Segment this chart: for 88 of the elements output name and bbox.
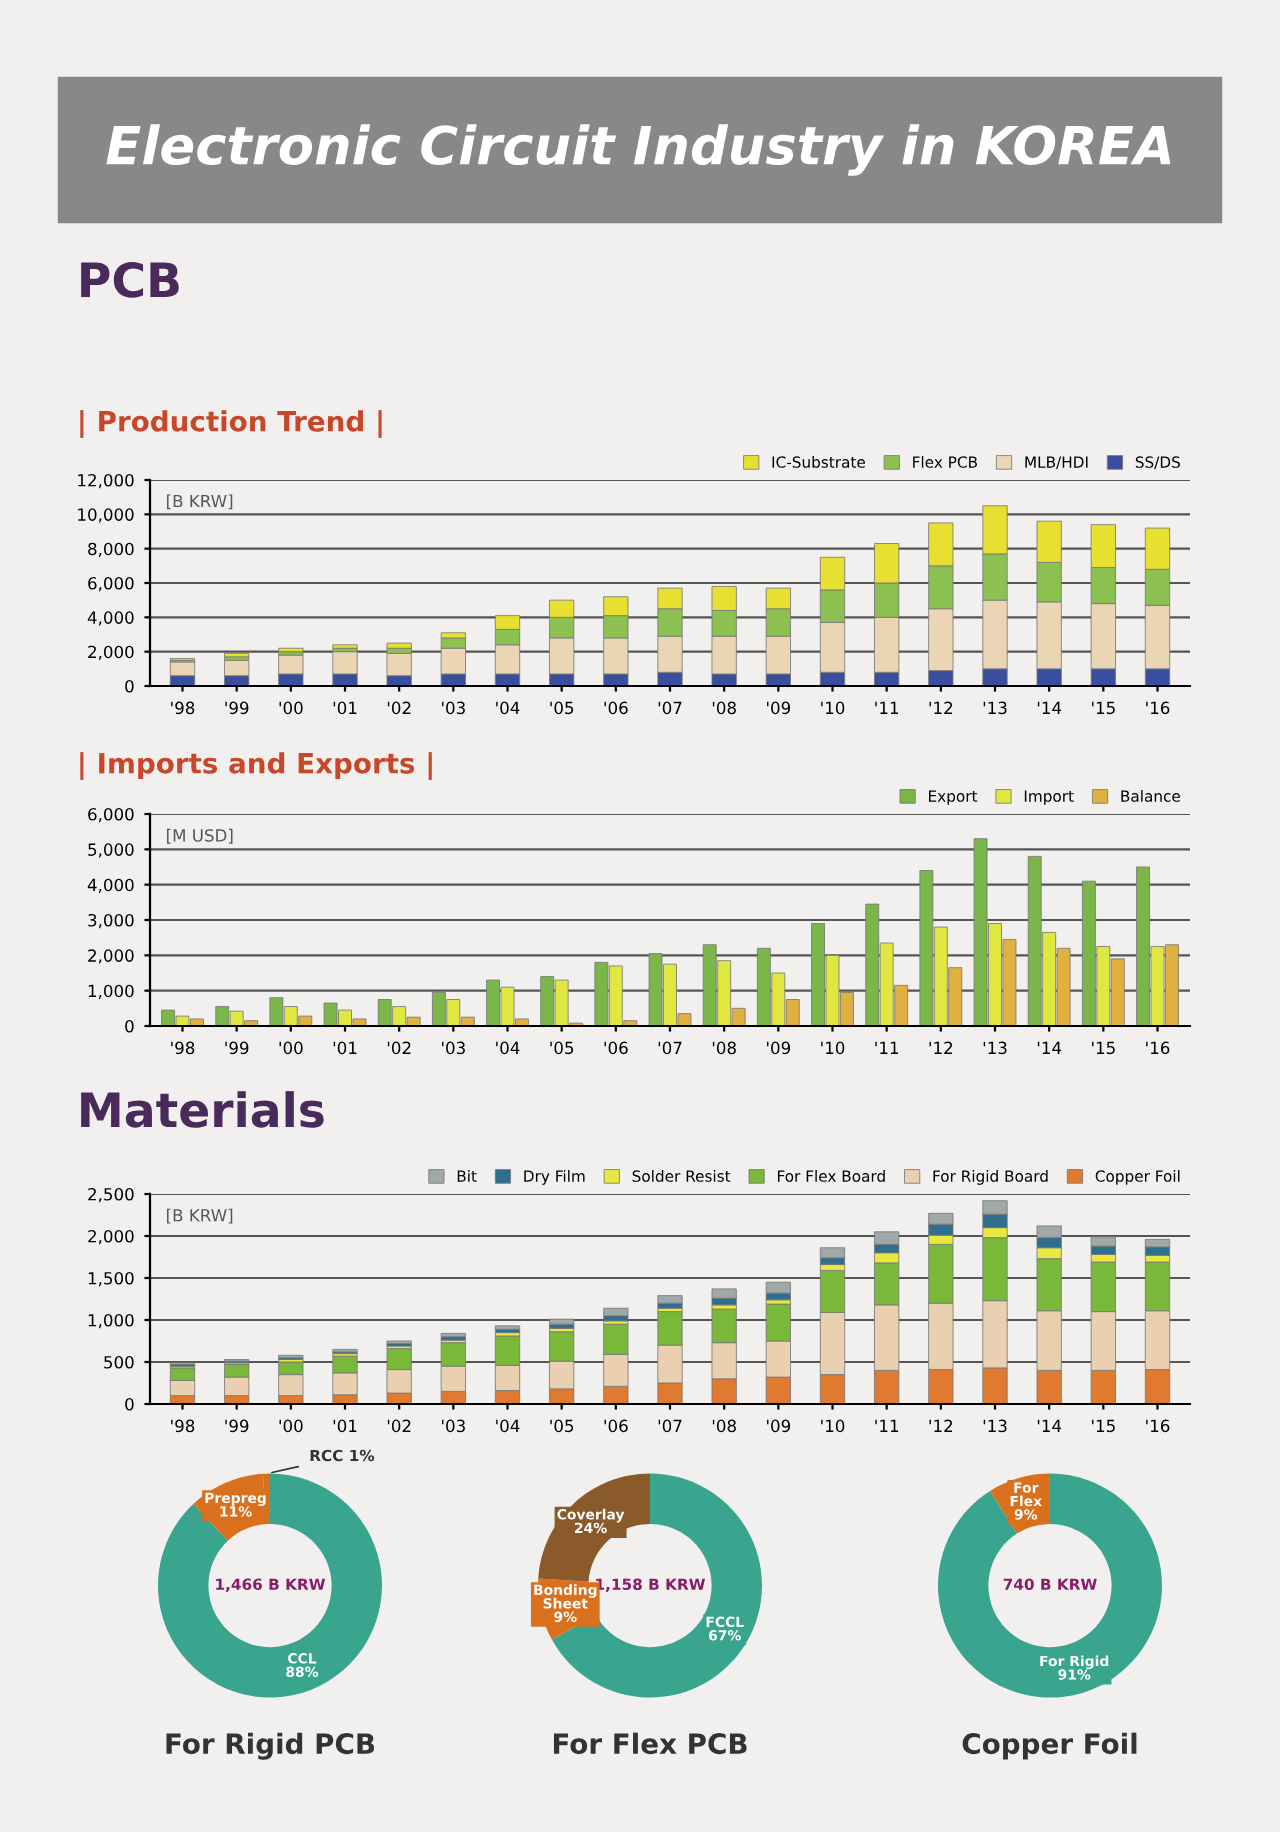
- x-tick-label: '13: [983, 1419, 1007, 1433]
- x-tick-label: '12: [929, 1419, 953, 1432]
- y-tick-label: 500: [104, 1355, 134, 1369]
- x-tick-label: '98: [171, 1419, 195, 1433]
- x-tick-label: '10: [821, 1419, 845, 1433]
- text: Electronic Circuit Industry in KOREA: [106, 124, 1171, 176]
- x-tick-label: '01: [333, 1419, 357, 1433]
- x-tick-label: '98: [171, 1041, 195, 1055]
- x-tick-label: '13: [983, 1041, 1007, 1055]
- y-axis-title: [B KRW]: [167, 1208, 233, 1224]
- x-tick-label: '99: [225, 1041, 249, 1055]
- x-tick-label: '11: [875, 701, 899, 714]
- y-tick-label: 3,000: [88, 913, 134, 929]
- y-tick-label: 5,000: [88, 843, 134, 858]
- y-tick-label: 2,000: [88, 949, 134, 964]
- x-tick-label: '11: [875, 1041, 899, 1054]
- x-tick-label: '00: [279, 1419, 303, 1433]
- x-tick-label: '15: [1092, 701, 1115, 715]
- x-tick-label: '05: [550, 1419, 574, 1433]
- x-tick-label: '07: [658, 701, 682, 715]
- x-tick-label: '05: [550, 701, 574, 715]
- x-tick-label: '11: [875, 1419, 899, 1432]
- y-axis-title: [B KRW]: [167, 494, 233, 510]
- x-tick-label: '04: [496, 1419, 520, 1433]
- text: For Flex PCB: [553, 1732, 747, 1755]
- x-tick-label: '15: [1092, 1419, 1115, 1433]
- text: Materials: [81, 1091, 324, 1128]
- x-tick-label: '14: [1037, 701, 1062, 714]
- y-tick-label: 1,000: [88, 984, 134, 999]
- x-tick-label: '03: [442, 1419, 465, 1433]
- x-tick-label: '08: [712, 1041, 736, 1055]
- x-tick-label: '06: [604, 701, 628, 715]
- chart-title: | Production Trend |: [80, 410, 382, 438]
- x-tick-label: '98: [171, 701, 195, 715]
- y-tick-label: 4,000: [87, 878, 134, 893]
- y-tick-label: 6,000: [88, 807, 134, 823]
- y-tick-label: 8,000: [88, 542, 134, 557]
- x-tick-label: '99: [225, 1419, 249, 1433]
- x-tick-label: '13: [983, 701, 1007, 715]
- x-tick-label: '14: [1037, 1041, 1062, 1054]
- x-tick-label: '08: [712, 1419, 736, 1433]
- y-tick-label: 0: [125, 679, 134, 693]
- x-tick-label: '03: [442, 1041, 465, 1055]
- x-tick-label: '00: [279, 1041, 303, 1055]
- x-tick-label: '02: [387, 1041, 411, 1055]
- y-tick-label: 1,000: [88, 1313, 134, 1329]
- x-tick-label: '04: [496, 701, 520, 715]
- x-tick-label: '05: [550, 1041, 574, 1055]
- x-tick-label: '09: [767, 1419, 791, 1433]
- text: For Rigid PCB: [166, 1732, 375, 1760]
- x-tick-label: '03: [442, 701, 465, 715]
- x-tick-label: '09: [767, 1041, 791, 1055]
- x-tick-label: '00: [279, 701, 303, 715]
- x-tick-label: '06: [604, 1419, 628, 1433]
- y-tick-label: 2,000: [88, 1229, 134, 1245]
- y-tick-label: 0: [125, 1397, 134, 1411]
- text: PCB: [81, 261, 179, 298]
- text: Copper Foil: [962, 1732, 1137, 1760]
- y-tick-label: 0: [125, 1019, 134, 1033]
- x-tick-label: '14: [1037, 1419, 1062, 1432]
- x-tick-label: '99: [225, 701, 249, 715]
- y-tick-label: 2,500: [88, 1187, 134, 1203]
- x-tick-label: '02: [387, 1419, 411, 1433]
- x-tick-label: '15: [1092, 1041, 1115, 1055]
- x-tick-label: '12: [929, 701, 953, 714]
- x-tick-label: '01: [333, 1041, 357, 1055]
- x-tick-label: '09: [767, 701, 791, 715]
- y-tick-label: 12,000: [78, 473, 134, 489]
- x-tick-label: '01: [333, 701, 357, 715]
- x-tick-label: '07: [658, 1041, 682, 1055]
- x-tick-label: '10: [821, 701, 845, 715]
- x-tick-label: '16: [1146, 1419, 1170, 1433]
- y-tick-label: 4,000: [87, 611, 134, 626]
- chart-title: | Imports and Exports |: [80, 752, 432, 780]
- x-tick-label: '07: [658, 1419, 682, 1433]
- y-tick-label: 1,500: [88, 1271, 134, 1287]
- x-tick-label: '10: [821, 1041, 845, 1055]
- x-tick-label: '12: [929, 1041, 953, 1054]
- x-tick-label: '06: [604, 1041, 628, 1055]
- x-tick-label: '16: [1146, 1041, 1170, 1055]
- x-tick-label: '16: [1146, 701, 1170, 715]
- x-tick-label: '04: [496, 1041, 520, 1055]
- x-tick-label: '08: [712, 701, 736, 715]
- y-tick-label: 10,000: [78, 508, 134, 523]
- x-tick-label: '02: [387, 701, 411, 715]
- y-tick-label: 2,000: [88, 645, 134, 660]
- y-tick-label: 6,000: [88, 576, 134, 592]
- y-axis-title: [M USD]: [167, 828, 233, 844]
